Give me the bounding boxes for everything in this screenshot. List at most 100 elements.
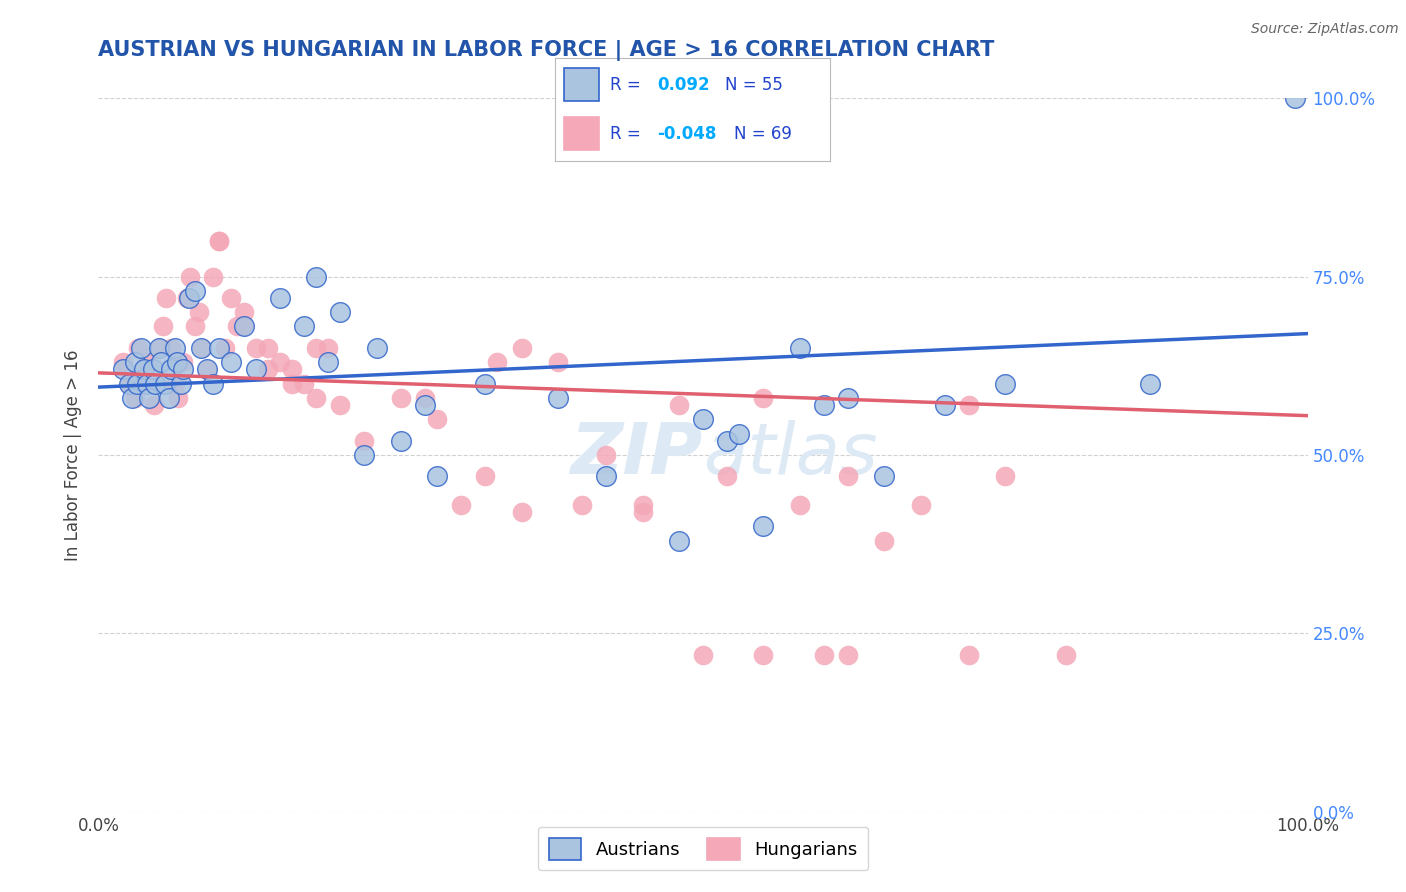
Point <box>316 355 339 369</box>
Point <box>910 498 932 512</box>
Text: ZIP: ZIP <box>571 420 703 490</box>
Point <box>135 376 157 391</box>
Point <box>202 269 225 284</box>
Text: Source: ZipAtlas.com: Source: ZipAtlas.com <box>1251 22 1399 37</box>
Point <box>208 234 231 248</box>
Point <box>728 426 751 441</box>
Point <box>148 341 170 355</box>
Point <box>232 319 254 334</box>
Point <box>450 498 472 512</box>
Point <box>190 341 212 355</box>
Point <box>160 362 183 376</box>
Point <box>232 305 254 319</box>
Point <box>221 355 243 369</box>
Point <box>934 398 956 412</box>
Bar <box>564 69 599 101</box>
Point <box>692 648 714 662</box>
Point <box>426 469 449 483</box>
Point <box>752 391 775 405</box>
Point <box>127 341 149 355</box>
Point <box>150 355 173 369</box>
Point <box>413 391 436 405</box>
Point <box>873 533 896 548</box>
Text: N = 69: N = 69 <box>734 125 792 143</box>
Point <box>142 362 165 376</box>
Point <box>269 355 291 369</box>
Point <box>668 398 690 412</box>
Point <box>474 469 496 483</box>
Point <box>184 319 207 334</box>
Point <box>191 341 214 355</box>
Point <box>269 291 291 305</box>
Point <box>353 448 375 462</box>
Point <box>245 341 267 355</box>
Text: AUSTRIAN VS HUNGARIAN IN LABOR FORCE | AGE > 16 CORRELATION CHART: AUSTRIAN VS HUNGARIAN IN LABOR FORCE | A… <box>98 40 995 62</box>
Point <box>202 376 225 391</box>
Point <box>957 648 980 662</box>
Point <box>163 376 186 391</box>
Point <box>752 648 775 662</box>
Point <box>305 341 328 355</box>
Point <box>135 355 157 369</box>
Point <box>134 362 156 376</box>
Point <box>143 376 166 391</box>
Point <box>172 362 194 376</box>
Point <box>595 469 617 483</box>
Point <box>163 341 186 355</box>
Text: R =: R = <box>610 125 641 143</box>
Point <box>305 269 328 284</box>
Point <box>131 376 153 391</box>
Point <box>245 362 267 376</box>
Point <box>994 376 1017 391</box>
Point <box>510 341 533 355</box>
Text: atlas: atlas <box>703 420 877 490</box>
Point <box>571 498 593 512</box>
Point <box>837 391 859 405</box>
Point <box>389 391 412 405</box>
Point <box>1284 91 1306 105</box>
Point <box>167 391 190 405</box>
Point <box>184 284 207 298</box>
Point <box>139 376 162 391</box>
Point <box>510 505 533 519</box>
Point <box>366 341 388 355</box>
Text: N = 55: N = 55 <box>725 76 783 94</box>
Point <box>837 469 859 483</box>
Point <box>153 376 176 391</box>
Point <box>837 648 859 662</box>
Point <box>195 362 218 376</box>
Point <box>221 291 243 305</box>
Point <box>292 319 315 334</box>
Point <box>148 341 170 355</box>
Point <box>1054 648 1077 662</box>
Point <box>716 434 738 448</box>
Point <box>256 362 278 376</box>
Point <box>179 269 201 284</box>
Point <box>169 376 191 391</box>
Point <box>316 341 339 355</box>
Point <box>129 341 152 355</box>
Point <box>118 376 141 391</box>
Point <box>118 376 141 391</box>
Point <box>1139 376 1161 391</box>
Point <box>789 498 811 512</box>
Point <box>111 362 134 376</box>
Point <box>486 355 509 369</box>
Point <box>256 341 278 355</box>
Point <box>281 376 304 391</box>
Point <box>138 391 160 405</box>
Point <box>124 391 146 405</box>
Point <box>143 398 166 412</box>
Point <box>176 291 198 305</box>
Point <box>292 376 315 391</box>
Point <box>668 533 690 548</box>
Point <box>281 362 304 376</box>
Point <box>111 355 134 369</box>
Point <box>873 469 896 483</box>
Point <box>187 305 209 319</box>
Point <box>789 341 811 355</box>
Point <box>389 434 412 448</box>
Point <box>152 319 174 334</box>
Text: R =: R = <box>610 76 641 94</box>
Point <box>172 355 194 369</box>
